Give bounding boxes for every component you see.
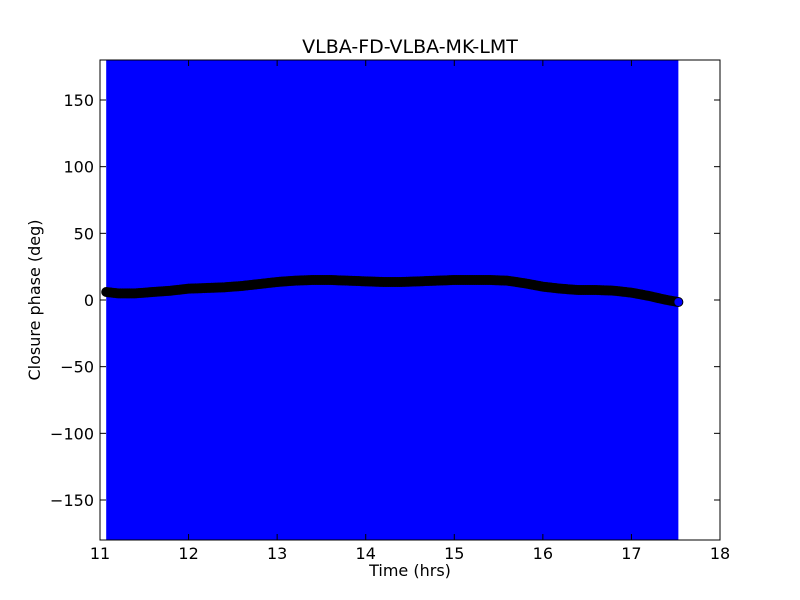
y-tick-label: −150 [50,491,94,510]
x-tick-label: 18 [710,544,730,563]
x-tick-label: 15 [444,544,464,563]
y-tick-label: −50 [60,358,94,377]
error-band [106,60,679,540]
x-tick-label: 17 [621,544,641,563]
x-axis-label: Time (hrs) [368,561,451,580]
series-layer [101,275,684,307]
y-tick-label: 0 [84,291,94,310]
y-tick-label: 150 [63,91,94,110]
y-tick-label: −100 [50,424,94,443]
y-tick-label: 100 [63,158,94,177]
data-point [673,297,684,307]
chart-title: VLBA-FD-VLBA-MK-LMT [302,36,518,58]
plot-frame [99,59,721,541]
y-tick-label: 50 [74,224,94,243]
x-tick-label: 12 [178,544,198,563]
x-tick-label: 16 [533,544,553,563]
x-tick-label: 14 [356,544,376,563]
x-tick-label: 11 [90,544,110,563]
y-axis-label: Closure phase (deg) [25,219,44,380]
error-band-layer [106,60,679,540]
x-tick-label: 13 [267,544,287,563]
tick-layer: 11 12 13 14 15 16 17 18 −150 −100 −50 0 50 100 150 [50,60,730,563]
